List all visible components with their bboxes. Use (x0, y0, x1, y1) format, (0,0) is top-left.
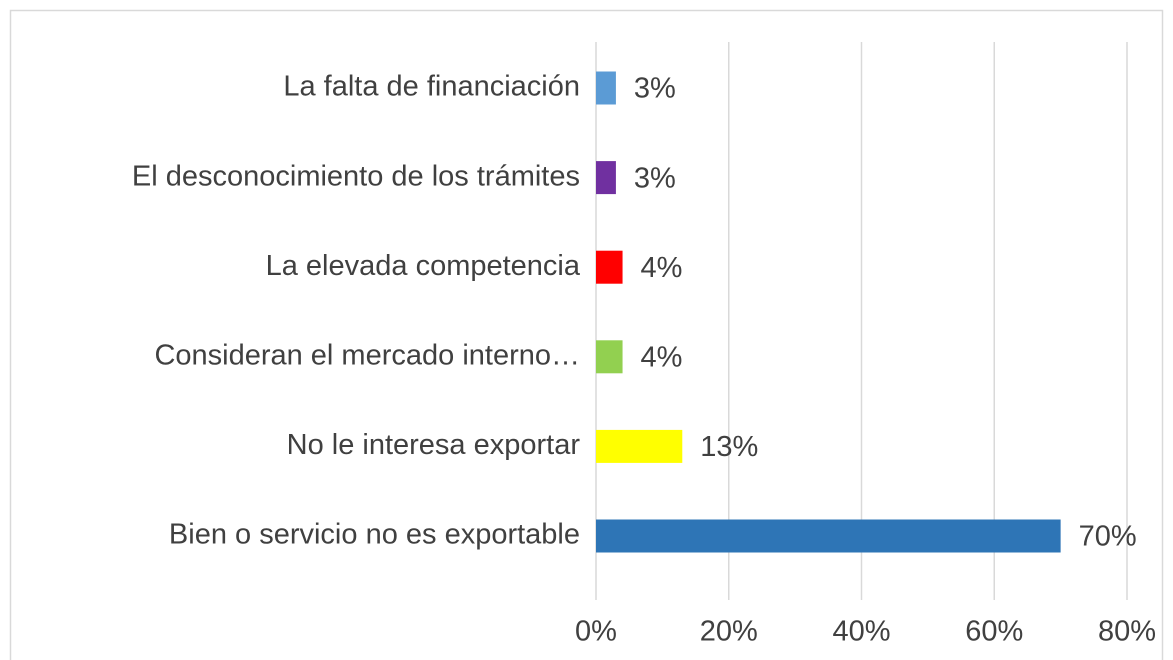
chart-border (9, 9, 1164, 660)
x-tick-label: 40% (832, 616, 890, 648)
category-label: La elevada competencia (266, 250, 581, 282)
x-tick-label: 60% (965, 616, 1023, 648)
bar (596, 429, 683, 463)
x-tick-label: 0% (575, 616, 617, 648)
bar (596, 71, 616, 105)
bar (596, 161, 616, 195)
bar (596, 519, 1061, 553)
bar (596, 340, 623, 374)
data-label: 4% (641, 252, 683, 284)
data-label: 70% (1079, 521, 1137, 553)
data-label: 3% (634, 162, 676, 194)
x-tick-label: 80% (1098, 616, 1156, 648)
category-label: El desconocimiento de los trámites (132, 160, 580, 192)
category-label: Consideran el mercado interno… (154, 339, 580, 371)
data-label: 4% (641, 341, 683, 373)
x-tick-label: 20% (700, 616, 758, 648)
category-label: No le interesa exportar (287, 429, 581, 461)
bar (596, 250, 623, 284)
category-label: La falta de financiación (283, 71, 580, 103)
data-label: 3% (634, 73, 676, 105)
category-label: Bien o servicio no es exportable (169, 519, 580, 551)
data-label: 13% (700, 431, 758, 463)
